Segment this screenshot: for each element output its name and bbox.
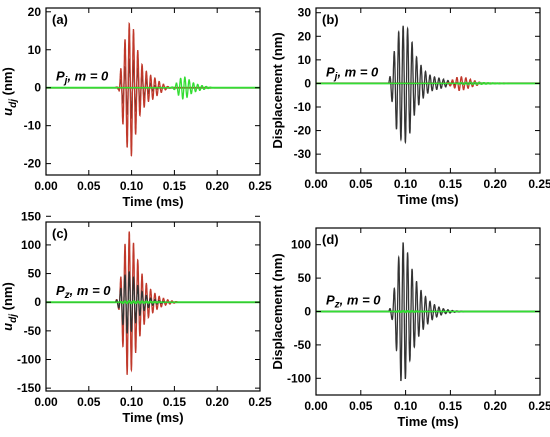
- x-tick-label: 0.10: [394, 177, 418, 191]
- y-tick-label: -100: [17, 352, 41, 366]
- y-tick-label: -50: [24, 324, 42, 338]
- y-tick-label: -150: [17, 381, 41, 395]
- y-tick-label: 0: [34, 295, 41, 309]
- x-tick-label: 0.10: [394, 399, 418, 413]
- series-annotation: Pz, m = 0: [56, 283, 111, 301]
- chart-panel: 0.00 0.05 0.10 0.15 0.20 0.25 100 50 0 -50 -100 Tim…: [270, 227, 550, 429]
- y-tick-label: 10: [28, 43, 42, 57]
- x-tick-label: 0.10: [120, 179, 144, 193]
- y-axis-label: udj (nm): [0, 282, 19, 331]
- series-line: [46, 299, 260, 305]
- y-tick-label: 50: [298, 271, 312, 285]
- y-tick-label: 0: [304, 305, 311, 319]
- x-tick-label: 0.00: [304, 399, 328, 413]
- panel-label: (d): [322, 232, 339, 247]
- series-line: [46, 231, 260, 375]
- y-tick-label: 20: [28, 5, 42, 19]
- plot-frame: [45, 221, 261, 392]
- x-tick-label: 0.05: [349, 399, 373, 413]
- x-tick-label: 0.20: [206, 395, 230, 409]
- y-tick-label: -10: [294, 100, 312, 114]
- x-tick-label: 0.25: [248, 179, 272, 193]
- y-tick-label: 10: [298, 53, 312, 67]
- series-line: [316, 242, 540, 382]
- panel-label: (b): [322, 12, 339, 27]
- x-tick-label: 0.15: [163, 395, 187, 409]
- y-tick-label: 50: [28, 267, 42, 281]
- y-tick-label: 0: [34, 81, 41, 95]
- y-tick-label: 0: [304, 76, 311, 90]
- chart-panel: 0.00 0.05 0.10 0.15 0.20 0.25 20 10 0 -10 -20 Time …: [0, 5, 272, 209]
- panel-label: (c): [52, 226, 68, 241]
- x-tick-label: 0.15: [439, 399, 463, 413]
- x-axis-label: Time (ms): [397, 414, 458, 429]
- y-tick-label: -20: [294, 124, 312, 138]
- series-line: [46, 22, 260, 157]
- chart-panel: 0.00 0.05 0.10 0.15 0.20 0.25 30 20 10 0 -10 -20 -30…: [270, 6, 550, 207]
- y-tick-label: 150: [21, 209, 41, 223]
- x-tick-label: 0.05: [77, 179, 101, 193]
- x-tick-label: 0.25: [528, 177, 550, 191]
- series-annotation: Pz, m = 0: [326, 293, 381, 311]
- plot-frame: [315, 7, 541, 174]
- series-line: [316, 25, 540, 145]
- x-tick-label: 0.20: [206, 179, 230, 193]
- series-line: [46, 76, 260, 100]
- y-tick-label: 20: [298, 29, 312, 43]
- x-tick-label: 0.15: [163, 179, 187, 193]
- y-axis-label: Displacement (nm): [270, 253, 285, 369]
- y-tick-label: 100: [291, 238, 311, 252]
- y-tick-label: -100: [287, 371, 311, 385]
- x-axis-label: Time (ms): [122, 194, 183, 209]
- y-tick-label: -50: [294, 338, 312, 352]
- x-axis-label: Time (ms): [397, 192, 458, 207]
- x-tick-label: 0.20: [484, 177, 508, 191]
- x-tick-label: 0.05: [77, 395, 101, 409]
- y-tick-label: -30: [294, 147, 312, 161]
- y-tick-label: 30: [298, 6, 312, 20]
- series-annotation: Pj, m = 0: [326, 64, 379, 82]
- x-tick-label: 0.00: [34, 179, 58, 193]
- x-axis-label: Time (ms): [122, 410, 183, 425]
- series-line: [316, 81, 540, 86]
- x-tick-label: 0.05: [349, 177, 373, 191]
- plot-frame: [45, 7, 261, 176]
- series-group: [46, 231, 260, 375]
- series-group: [46, 22, 260, 157]
- series-line: [316, 76, 540, 92]
- series-group: [316, 242, 540, 382]
- y-tick-label: -20: [24, 157, 42, 171]
- series-line: [316, 309, 540, 314]
- chart-panel: 0.00 0.05 0.10 0.15 0.20 0.25 150 100 50 0 -50 -100…: [0, 209, 272, 425]
- series-group: [316, 25, 540, 145]
- x-tick-label: 0.15: [439, 177, 463, 191]
- panel-label: (a): [52, 12, 68, 27]
- x-tick-label: 0.00: [34, 395, 58, 409]
- x-tick-label: 0.00: [304, 177, 328, 191]
- y-axis-label: udj (nm): [0, 67, 19, 116]
- x-tick-label: 0.20: [484, 399, 508, 413]
- y-tick-label: 100: [21, 238, 41, 252]
- y-tick-label: -10: [24, 119, 42, 133]
- x-tick-label: 0.25: [248, 395, 272, 409]
- series-annotation: Pj, m = 0: [56, 69, 109, 87]
- x-tick-label: 0.10: [120, 395, 144, 409]
- y-axis-label: Displacement (nm): [270, 32, 285, 148]
- x-tick-label: 0.25: [528, 399, 550, 413]
